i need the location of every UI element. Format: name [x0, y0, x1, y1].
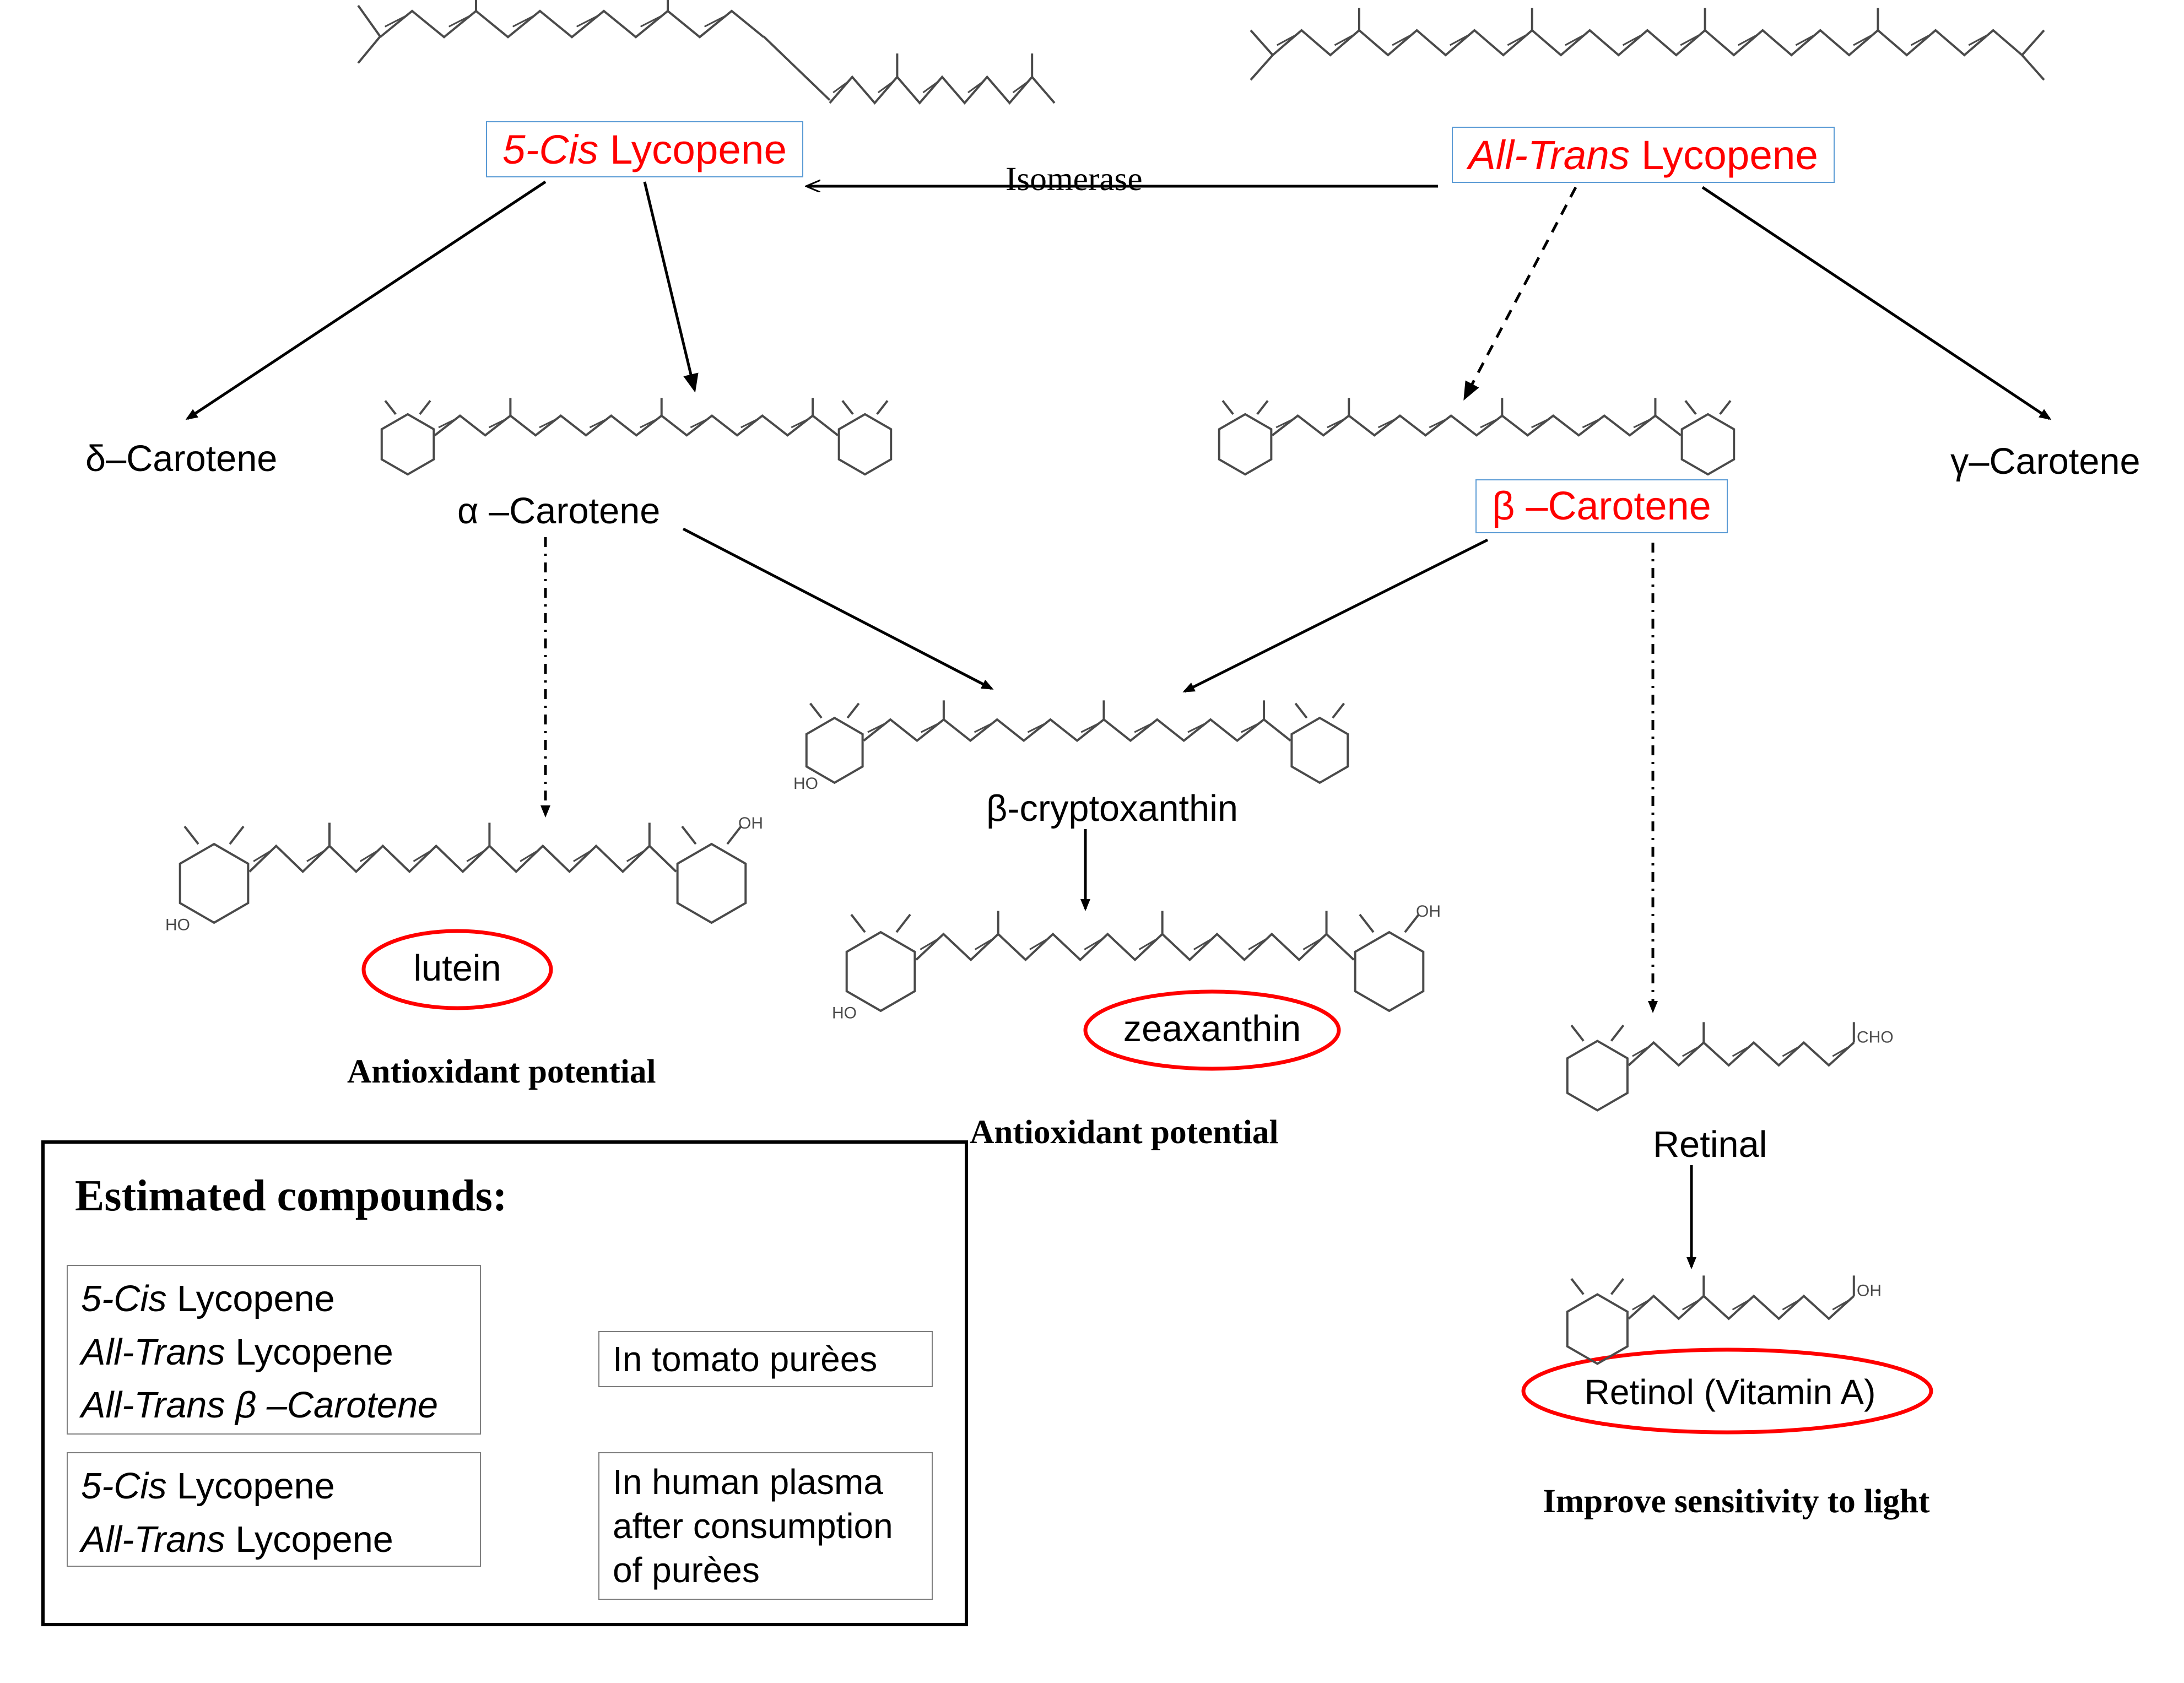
panel-group2-box: 5-Cis Lycopene All-Trans Lycopene [67, 1452, 481, 1567]
edge-alltrans_to_beta [1466, 187, 1576, 397]
panel-group1-box: 5-Cis Lycopene All-Trans Lycopene All-Tr… [67, 1265, 481, 1435]
label-antioxidant-1: Antioxidant potential [347, 1052, 656, 1091]
text-beta-carotene: β –Carotene [1492, 484, 1711, 528]
text-alltrans-prefix: All-Trans [1468, 132, 1630, 178]
text-5cis-suffix: Lycopene [598, 126, 787, 172]
chem-chem_lutein: HO OH [165, 814, 763, 934]
edge-cis_to_delta [187, 182, 545, 419]
chem-chem_zeax: HO OH [832, 902, 1441, 1022]
svg-text:OH: OH [1416, 902, 1441, 921]
node-beta-carotene: β –Carotene [1475, 479, 1728, 533]
label-retinal: Retinal [1653, 1124, 1767, 1166]
svg-text:CHO: CHO [1857, 1029, 1894, 1047]
svg-text:HO: HO [793, 775, 818, 793]
chem-chem_retinol: OH [1567, 1275, 1882, 1363]
chem-chem_alpha [382, 398, 891, 474]
node-5cis-lycopene: 5-Cis Lycopene [486, 121, 803, 177]
edge-alltrans_to_gamma [1702, 187, 2050, 419]
panel-g2-item-1: All-Trans Lycopene [81, 1513, 467, 1567]
estimated-compounds-panel: Estimated compounds: 5-Cis Lycopene All-… [41, 1140, 968, 1626]
svg-text:OH: OH [1857, 1282, 1882, 1300]
text-5cis-prefix: 5-Cis [502, 126, 598, 172]
panel-g1-item-1: All-Trans Lycopene [81, 1326, 467, 1379]
edge-cis_to_alpha [645, 182, 694, 388]
label-improve-light: Improve sensitivity to light [1543, 1482, 1929, 1521]
svg-text:HO: HO [165, 916, 190, 934]
label-retinol: Retinol (Vitamin A) [1526, 1372, 1934, 1413]
chem-chem_beta [1219, 398, 1734, 474]
label-delta-carotene: δ–Carotene [85, 438, 277, 480]
label-zeaxanthin: zeaxanthin [1085, 1008, 1339, 1050]
label-gamma-carotene: γ–Carotene [1950, 441, 2140, 483]
panel-title: Estimated compounds: [75, 1171, 507, 1221]
label-beta-cryptoxanthin: β-cryptoxanthin [986, 788, 1238, 830]
chem-chem_alltrans [1251, 8, 2044, 80]
panel-group1-target: In tomato purèes [598, 1331, 933, 1387]
chem-chem_retinal: CHO [1567, 1022, 1894, 1110]
label-lutein: lutein [364, 948, 551, 989]
svg-text:HO: HO [832, 1004, 857, 1022]
svg-text:OH: OH [738, 814, 763, 832]
edge-alpha_to_crypto [683, 529, 992, 689]
text-alltrans-suffix: Lycopene [1630, 132, 1818, 178]
chem-chem_cis [358, 0, 1055, 103]
diagram-stage: HO HO OH HO OH CHO OH 5-Cis Lycopene All-Trans… [0, 0, 2184, 1683]
chem-chem_crypto: HO [793, 700, 1348, 793]
panel-g1-item-2: All-Trans β –Carotene [81, 1379, 467, 1432]
panel-g1-item-0: 5-Cis Lycopene [81, 1273, 467, 1326]
panel-group2-target: In human plasma after consumption of pur… [598, 1452, 933, 1600]
panel-g2-item-0: 5-Cis Lycopene [81, 1460, 467, 1513]
label-alpha-carotene: α –Carotene [457, 490, 660, 532]
label-antioxidant-2: Antioxidant potential [970, 1113, 1279, 1152]
label-isomerase: Isomerase [1005, 160, 1143, 199]
node-alltrans-lycopene: All-Trans Lycopene [1452, 127, 1835, 183]
edge-beta_to_crypto [1185, 540, 1488, 691]
